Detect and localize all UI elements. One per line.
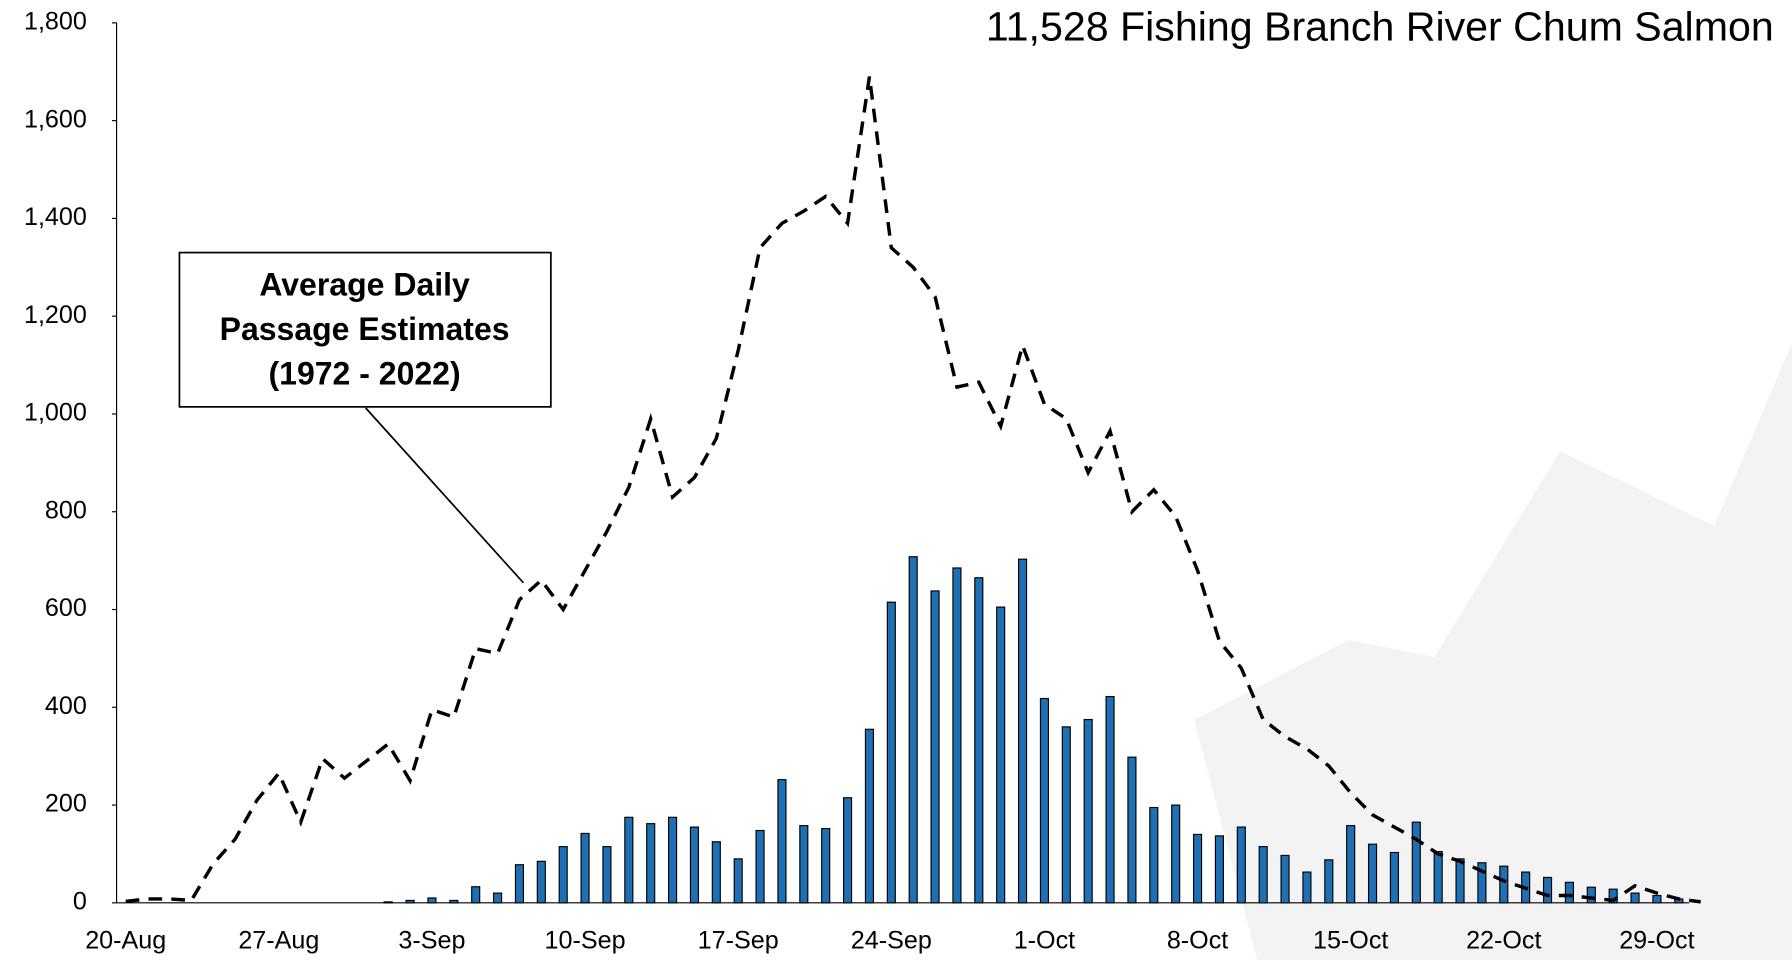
bar <box>1171 804 1181 904</box>
average-line <box>125 76 1701 904</box>
bar <box>777 779 787 904</box>
bar <box>536 860 546 904</box>
y-tick-label: 1,800 <box>24 7 87 35</box>
bar <box>821 827 831 904</box>
x-tick-label: 22-Oct <box>1466 926 1541 954</box>
chart-title: 11,528 Fishing Branch River Chum Salmon <box>986 4 1774 50</box>
bar <box>689 826 700 904</box>
y-tick-label: 800 <box>45 496 87 524</box>
bar <box>1652 894 1662 904</box>
bar <box>864 728 875 904</box>
bar <box>1280 854 1290 904</box>
x-tick-label: 3-Sep <box>398 926 465 954</box>
bar <box>952 567 962 904</box>
bar <box>1346 825 1356 904</box>
bar <box>1411 821 1421 904</box>
bar <box>1477 862 1487 904</box>
y-tick-label: 200 <box>45 790 87 818</box>
bar <box>1542 876 1553 904</box>
bar <box>755 829 765 904</box>
background-leaf <box>1194 342 1792 960</box>
bar <box>1149 806 1159 904</box>
bar <box>427 897 437 904</box>
bar <box>908 556 918 904</box>
bar <box>1586 886 1596 904</box>
bar <box>624 816 634 904</box>
annotation-line: (1972 - 2022) <box>269 355 461 391</box>
y-tick-label: 400 <box>45 692 87 720</box>
bar <box>1258 846 1268 904</box>
bar <box>493 892 503 904</box>
bar <box>449 899 459 904</box>
bar <box>1192 833 1203 904</box>
bar <box>886 601 896 904</box>
bar <box>1083 718 1093 904</box>
x-tick-label: 20-Aug <box>85 926 166 954</box>
bar <box>383 901 393 904</box>
bar <box>996 606 1006 904</box>
bar <box>646 823 656 904</box>
bar <box>1630 892 1640 904</box>
x-tick-label: 10-Sep <box>545 926 626 954</box>
bar <box>1608 888 1618 904</box>
bar <box>1367 843 1378 904</box>
bar <box>1324 859 1334 904</box>
y-tick-label: 1,600 <box>24 105 87 133</box>
bar <box>1499 865 1509 904</box>
x-tick-label: 1-Oct <box>1014 926 1075 954</box>
y-tick-label: 0 <box>73 887 87 915</box>
bar <box>558 846 568 904</box>
bar <box>1105 695 1115 904</box>
bar <box>733 858 743 904</box>
bar <box>842 797 853 904</box>
x-tick-label: 24-Sep <box>851 926 932 954</box>
bar <box>711 841 721 904</box>
bar <box>514 864 525 904</box>
bar <box>930 590 940 904</box>
bar <box>1433 850 1443 904</box>
bar <box>1214 835 1224 904</box>
annotation-line: Average Daily <box>259 266 470 302</box>
x-tick-label: 27-Aug <box>238 926 319 954</box>
bar <box>1039 697 1050 904</box>
y-tick-label: 1,200 <box>24 301 87 329</box>
bar <box>974 577 984 904</box>
bar <box>405 899 415 904</box>
bar <box>668 816 678 904</box>
x-tick-label: 29-Oct <box>1619 926 1694 954</box>
x-tick-label: 8-Oct <box>1167 926 1228 954</box>
annotation-box <box>178 251 552 408</box>
bar <box>580 832 590 904</box>
bar <box>1017 558 1028 904</box>
bar <box>1389 851 1399 904</box>
bar <box>1061 726 1071 904</box>
y-tick-label: 1,000 <box>24 399 87 427</box>
annotation-line: Passage Estimates <box>220 311 510 347</box>
x-tick-label: 15-Oct <box>1313 926 1388 954</box>
bar <box>1564 881 1574 904</box>
bar <box>1302 871 1312 904</box>
bar <box>471 886 481 904</box>
annotation-leader <box>365 407 525 584</box>
bar <box>1455 858 1465 904</box>
x-tick-label: 17-Sep <box>698 926 779 954</box>
bar <box>602 846 612 904</box>
bar <box>799 825 809 904</box>
bar <box>1236 826 1246 904</box>
y-tick-label: 1,400 <box>24 203 87 231</box>
bar <box>1127 756 1137 904</box>
y-tick-label: 600 <box>45 594 87 622</box>
